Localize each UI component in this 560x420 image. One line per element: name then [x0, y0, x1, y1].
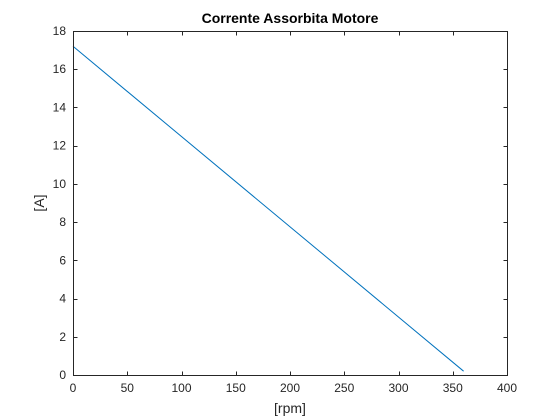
x-tick-label: 50	[121, 381, 135, 395]
x-axis-label: [rpm]	[274, 400, 306, 416]
plot-area	[73, 31, 507, 375]
y-tick-label: 2	[59, 330, 66, 344]
x-tick-label: 100	[171, 381, 191, 395]
x-tick-label: 200	[280, 381, 300, 395]
y-tick-label: 10	[53, 177, 67, 191]
x-tick-label: 150	[226, 381, 246, 395]
x-tick-label: 250	[334, 381, 354, 395]
series-layer	[72, 45, 464, 372]
y-tick-label: 14	[53, 100, 67, 114]
y-tick-label: 12	[53, 139, 67, 153]
chart-title: Corrente Assorbita Motore	[202, 10, 379, 26]
x-tick-label: 300	[388, 381, 408, 395]
series-line-0	[72, 45, 464, 372]
x-tick-label: 400	[497, 381, 517, 395]
x-axis-ticks: 0 50 100 150 200 250 300 350 400	[70, 31, 517, 395]
y-tick-label: 8	[59, 215, 66, 229]
y-tick-label: 4	[59, 292, 66, 306]
x-tick-label: 0	[70, 381, 77, 395]
y-tick-label: 6	[59, 253, 66, 267]
y-tick-label: 16	[53, 62, 67, 76]
y-axis-ticks: 0 2 4 6 8 10 12 14 16 18	[53, 24, 508, 382]
x-tick-label: 350	[443, 381, 463, 395]
y-tick-label: 18	[53, 24, 67, 38]
y-axis-label: [A]	[31, 194, 47, 211]
y-tick-label: 0	[59, 368, 66, 382]
